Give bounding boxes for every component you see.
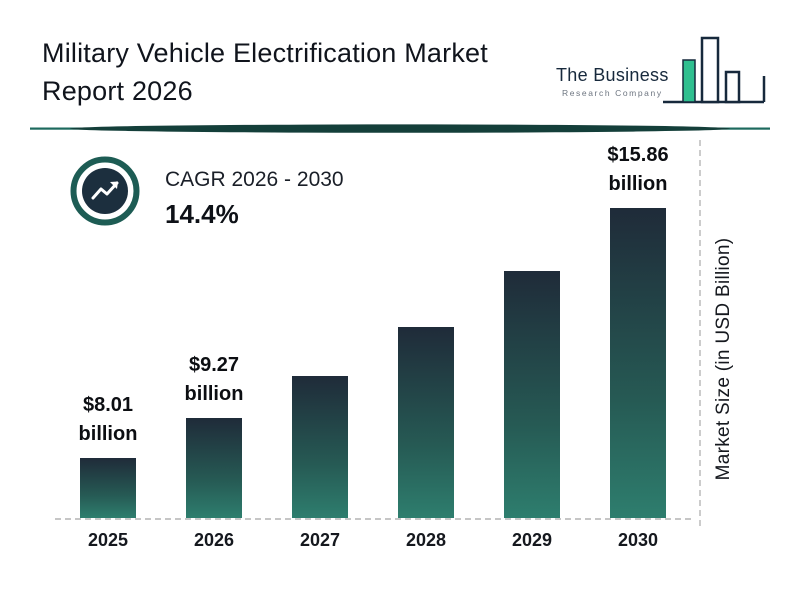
bar-column-2027: [267, 376, 373, 518]
company-logo-text: The Business Research Company: [556, 65, 669, 112]
x-axis-label-2028: 2028: [405, 530, 447, 550]
x-axis-label-2030: 2030: [617, 530, 659, 550]
x-axis-label-2025: 2025: [87, 530, 129, 550]
bar-column-2026: $9.27 billion: [161, 351, 267, 518]
trending-up-icon: [70, 156, 140, 226]
x-axis-label-2026: 2026: [193, 530, 235, 550]
x-axis-label-2027: 2027: [299, 530, 341, 550]
bar-chart-logo-icon: [662, 32, 769, 112]
bar-chart: $8.01 billion $9.27 billion $15.86 billion: [55, 128, 691, 520]
company-logo: The Business Research Company: [556, 32, 769, 112]
bar-column-2030: $15.86 billion: [585, 141, 691, 518]
company-logo-name: The Business: [556, 65, 669, 85]
y-axis-label: Market Size (in USD Billion): [713, 237, 734, 481]
bar-value-label-2026: $9.27 billion: [184, 354, 244, 405]
x-axis: 2025 2026 2027 2028 2029 2030: [55, 530, 691, 551]
page-title-line1: Military Vehicle Electrification Market: [42, 38, 488, 68]
header-divider: [30, 122, 770, 136]
bar-value-label-2030: $15.86 billion: [607, 144, 669, 195]
bar-2026: [186, 418, 242, 518]
bar-value-label-2025: $8.01 billion: [78, 394, 138, 445]
company-logo-subtitle: Research Company: [561, 88, 663, 98]
bar-2029: [504, 271, 560, 518]
x-axis-label-2029: 2029: [511, 530, 553, 550]
bar-2027: [292, 376, 348, 518]
axis-guide-dashed-line: [699, 140, 701, 526]
page-title: Military Vehicle Electrification Market …: [42, 34, 488, 111]
bar-2028: [398, 327, 454, 518]
bar-column-2025: $8.01 billion: [55, 391, 161, 518]
bar-column-2028: [373, 327, 479, 518]
cagr-value: 14.4%: [165, 199, 239, 229]
page-title-line2: Report 2026: [42, 76, 193, 107]
bar-column-2029: [479, 271, 585, 518]
cagr-annotation: CAGR 2026 - 2030 14.4%: [165, 168, 344, 230]
bar-2025: [80, 458, 136, 518]
bar-2030: [610, 208, 666, 518]
cagr-label: CAGR 2026 - 2030: [165, 168, 344, 191]
